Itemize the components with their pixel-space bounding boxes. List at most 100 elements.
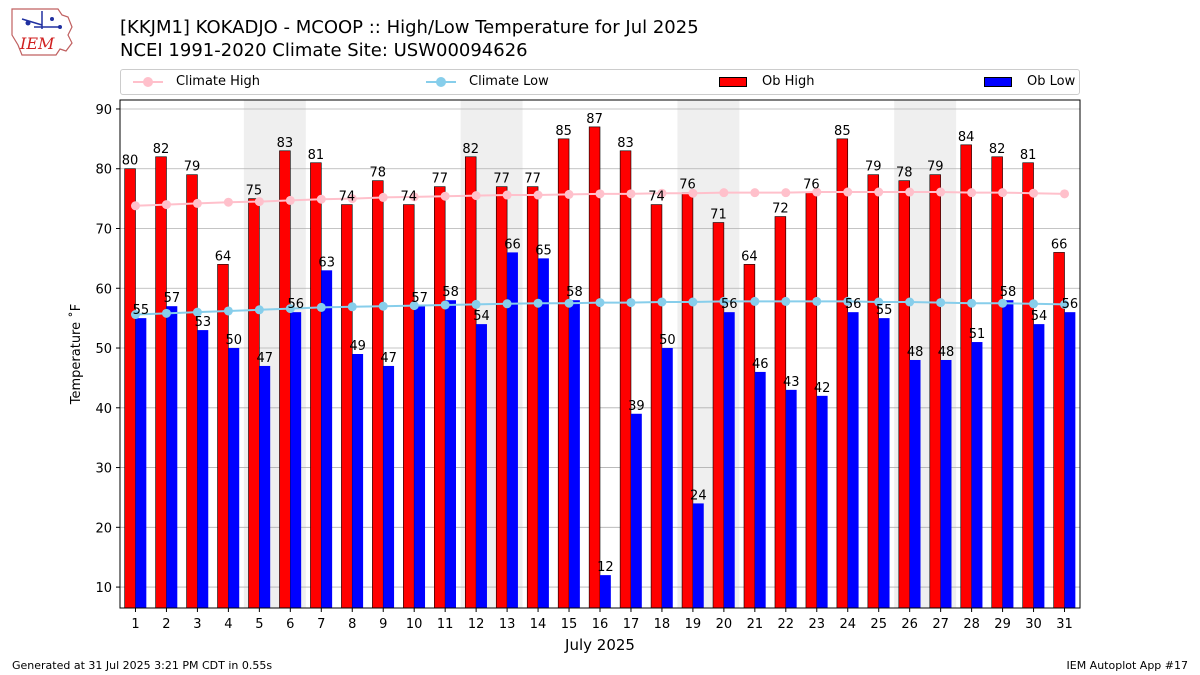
- label-ob-low-3: 53: [195, 315, 212, 330]
- point-climate-high-11: [440, 191, 450, 201]
- x-axis-label: July 2025: [564, 636, 635, 654]
- bar-ob-low-19: [692, 503, 704, 608]
- bar-ob-low-5: [259, 365, 271, 608]
- point-climate-low-29: [998, 298, 1008, 308]
- label-ob-high-12: 82: [462, 142, 479, 157]
- bar-ob-high-25: [867, 174, 880, 609]
- point-climate-low-9: [378, 301, 388, 311]
- xtick-label-26: 26: [901, 617, 918, 632]
- point-climate-low-30: [1029, 299, 1039, 309]
- bar-ob-high-28: [960, 144, 972, 609]
- point-climate-low-11: [440, 300, 450, 310]
- legend-climate-high-marker: [143, 77, 153, 87]
- point-climate-high-17: [626, 189, 636, 199]
- bar-ob-high-18: [650, 204, 663, 609]
- label-ob-low-31: 56: [1062, 297, 1079, 312]
- bar-ob-low-13: [507, 252, 518, 608]
- label-ob-high-13: 77: [493, 172, 510, 187]
- point-climate-high-28: [967, 188, 977, 198]
- label-ob-low-26: 48: [907, 345, 924, 360]
- label-ob-high-10: 74: [401, 190, 418, 205]
- label-ob-low-28: 51: [969, 327, 986, 342]
- bar-ob-low-9: [383, 365, 395, 608]
- point-climate-high-21: [750, 188, 760, 198]
- bar-ob-low-20: [723, 312, 735, 608]
- legend-climate-high-label: Climate High: [176, 74, 261, 89]
- point-climate-high-23: [812, 187, 822, 197]
- legend-ob-low-swatch: [984, 77, 1012, 87]
- label-ob-high-30: 81: [1020, 148, 1037, 163]
- label-ob-low-23: 42: [814, 381, 831, 396]
- label-ob-high-8: 74: [339, 190, 356, 205]
- bar-ob-high-15: [557, 138, 570, 609]
- bar-ob-high-2: [155, 156, 167, 609]
- point-climate-low-5: [254, 305, 264, 315]
- bar-ob-high-9: [372, 180, 384, 609]
- point-climate-high-9: [378, 192, 388, 202]
- bar-ob-low-25: [878, 318, 890, 608]
- point-climate-low-17: [626, 298, 636, 308]
- bar-ob-high-22: [774, 216, 787, 609]
- bar-ob-low-4: [228, 348, 240, 608]
- label-ob-high-3: 79: [184, 160, 201, 175]
- point-climate-high-19: [688, 188, 698, 198]
- point-climate-low-18: [657, 297, 667, 307]
- bar-ob-high-23: [805, 192, 818, 609]
- point-climate-high-4: [223, 197, 233, 207]
- point-climate-low-13: [502, 299, 512, 309]
- point-climate-low-21: [750, 296, 760, 306]
- label-ob-low-14: 65: [535, 243, 552, 258]
- bar-ob-low-27: [940, 359, 952, 608]
- bar-ob-low-21: [754, 371, 766, 608]
- ytick-label-10: 10: [95, 581, 112, 596]
- point-climate-high-14: [533, 190, 543, 200]
- label-ob-high-21: 64: [741, 249, 758, 264]
- bar-ob-high-7: [310, 162, 322, 609]
- xtick-label-23: 23: [809, 617, 826, 632]
- label-ob-low-1: 55: [133, 303, 150, 318]
- point-climate-high-1: [130, 201, 140, 211]
- ytick-label-40: 40: [95, 402, 112, 417]
- label-ob-low-17: 39: [628, 399, 645, 414]
- xtick-label-5: 5: [255, 617, 263, 632]
- bar-ob-high-10: [403, 204, 415, 609]
- ytick-label-60: 60: [95, 282, 112, 297]
- label-ob-low-21: 46: [752, 357, 769, 372]
- legend: Climate High Climate Low Ob High Ob Low: [120, 69, 1080, 95]
- footer-app: IEM Autoplot App #17: [1066, 659, 1189, 672]
- label-ob-high-5: 75: [246, 184, 263, 199]
- label-ob-high-9: 78: [370, 166, 387, 181]
- bar-ob-low-29: [1002, 300, 1014, 608]
- bar-ob-low-16: [600, 575, 611, 608]
- label-ob-low-6: 56: [287, 297, 304, 312]
- label-ob-low-25: 55: [876, 303, 893, 318]
- xtick-label-8: 8: [348, 617, 356, 632]
- ytick-label-70: 70: [95, 222, 112, 237]
- xtick-label-9: 9: [379, 617, 387, 632]
- bar-ob-high-26: [898, 180, 910, 609]
- label-ob-low-5: 47: [257, 351, 274, 366]
- point-climate-low-26: [905, 297, 915, 307]
- bar-ob-low-26: [909, 359, 921, 608]
- label-ob-high-19: 76: [679, 178, 696, 193]
- bar-ob-high-11: [434, 186, 446, 609]
- label-ob-low-19: 24: [690, 488, 707, 503]
- xtick-label-22: 22: [778, 617, 795, 632]
- bar-ob-low-30: [1033, 324, 1045, 608]
- xtick-label-1: 1: [131, 617, 139, 632]
- point-climate-low-25: [874, 297, 884, 307]
- bar-ob-low-28: [971, 342, 983, 608]
- label-ob-high-2: 82: [153, 142, 170, 157]
- point-climate-high-20: [719, 188, 729, 198]
- bar-ob-high-27: [929, 174, 941, 609]
- point-climate-low-15: [564, 298, 574, 308]
- label-ob-high-23: 76: [803, 178, 820, 193]
- label-ob-high-29: 82: [989, 142, 1006, 157]
- bar-ob-low-3: [197, 330, 209, 608]
- bar-ob-high-20: [712, 222, 725, 609]
- xtick-label-18: 18: [654, 617, 671, 632]
- bar-ob-low-10: [414, 306, 426, 608]
- iem-logo: IEM: [11, 8, 73, 56]
- xtick-label-13: 13: [499, 617, 516, 632]
